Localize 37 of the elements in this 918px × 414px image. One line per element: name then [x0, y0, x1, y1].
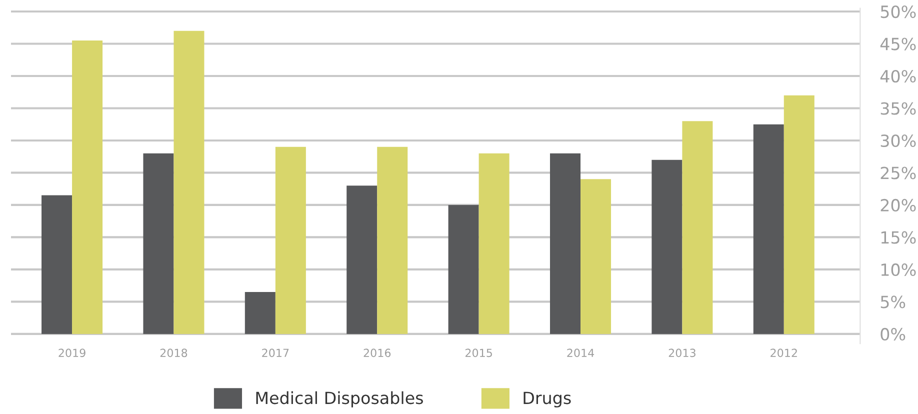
x-tick-label: 2014: [567, 348, 594, 358]
y-tick-label: 35%: [880, 102, 916, 115]
x-tick-label: 2017: [262, 348, 289, 358]
y-tick-label: 15%: [881, 231, 916, 244]
y-tick-label: 10%: [881, 263, 916, 276]
bar: [478, 153, 510, 334]
bar: [753, 124, 784, 334]
legend-label: Drugs: [524, 392, 571, 408]
bar: [346, 186, 378, 334]
bar: [42, 195, 72, 334]
bar: [244, 292, 276, 334]
y-tick-label: 25%: [880, 166, 916, 180]
bar: [580, 179, 612, 334]
bar: [275, 146, 306, 334]
bar: [682, 121, 713, 334]
y-tick-label: 20%: [880, 198, 916, 212]
bar: [448, 204, 479, 334]
bar: [377, 146, 408, 334]
x-tick-label: 2016: [364, 348, 391, 358]
x-tick-label: 2015: [465, 348, 492, 358]
x-tick-label: 2019: [58, 348, 86, 358]
bar: [72, 40, 103, 334]
x-tick-label: 2012: [770, 348, 797, 358]
legend-label: Medical Disposables: [256, 391, 423, 408]
bar: [652, 160, 682, 334]
bar: [174, 30, 204, 334]
x-tick-label: 2013: [668, 348, 696, 358]
y-tick-label: 40%: [880, 70, 916, 83]
y-tick-label: 0%: [880, 328, 906, 341]
bar: [143, 153, 174, 334]
y-tick-label: 5%: [880, 296, 906, 308]
x-tick-label: 2018: [160, 348, 188, 358]
y-tick-label: 50%: [880, 5, 916, 18]
bar: [550, 153, 581, 334]
bar: [784, 95, 814, 334]
y-tick-label: 30%: [880, 134, 916, 148]
y-tick-label: 45%: [880, 38, 916, 50]
